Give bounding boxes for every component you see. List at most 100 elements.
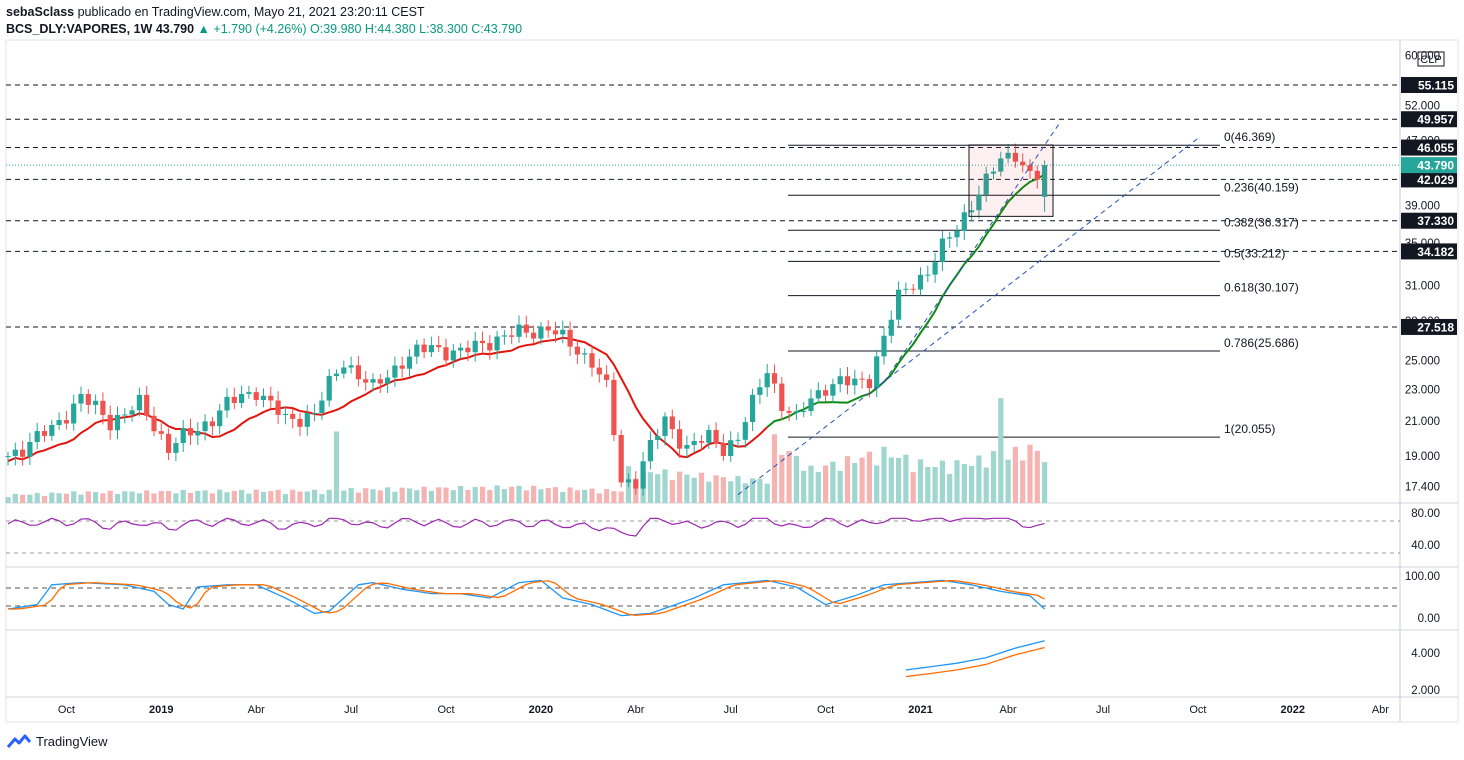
volume-bar: [501, 489, 507, 503]
candle-body: [260, 395, 267, 400]
price-change: +1.790 (+4.26%): [213, 22, 307, 36]
fib-level-label: 0(46.369): [1224, 130, 1275, 144]
candle-body: [947, 237, 953, 239]
volume-bar: [34, 492, 40, 503]
time-axis-label: Jul: [1096, 704, 1110, 716]
volume-bar: [348, 488, 354, 503]
volume-bar: [808, 465, 814, 503]
candle-body: [1034, 170, 1040, 180]
price-axis-label: 31.000: [1405, 280, 1440, 292]
author-name[interactable]: sebaSclass: [6, 5, 75, 19]
candle-body: [655, 435, 661, 441]
stoch-axis-label: 100.00: [1405, 571, 1440, 583]
volume-bar: [932, 467, 938, 503]
fib-level-label: 0.5(33.212): [1224, 246, 1285, 260]
candle-body: [925, 274, 931, 276]
growth-line-orange: [905, 646, 1045, 678]
volume-bar: [195, 490, 201, 503]
ohlc-low: L:38.300: [419, 22, 468, 36]
candle-body: [779, 383, 785, 411]
time-axis-label: Oct: [817, 704, 834, 716]
bottom-axis-label: 2.000: [1411, 685, 1440, 697]
candle-body: [151, 415, 157, 432]
volume-bar: [801, 470, 807, 503]
candle-body: [706, 429, 712, 443]
volume-bar: [436, 487, 442, 503]
volume-bar: [326, 489, 332, 503]
volume-bar: [443, 487, 449, 503]
candle-body: [253, 392, 259, 400]
candle-body: [852, 378, 858, 386]
candle-body: [823, 390, 829, 396]
candle-body: [195, 431, 201, 436]
candle-body: [786, 410, 792, 413]
candle-body: [596, 367, 602, 375]
candle-body: [983, 173, 989, 195]
candle-body: [647, 440, 653, 462]
volume-bar: [71, 491, 77, 503]
candle-body: [874, 356, 880, 389]
volume-bar: [231, 490, 237, 503]
candle-body: [392, 365, 398, 378]
candle-body: [698, 441, 705, 443]
candle-body: [961, 212, 967, 231]
volume-bar: [560, 491, 566, 503]
volume-bar: [12, 493, 18, 503]
candle-body: [399, 365, 405, 369]
candle-body: [479, 340, 486, 344]
price-axis-label: 23.000: [1405, 384, 1440, 396]
candle-body: [750, 394, 756, 423]
tradingview-logo[interactable]: TradingView: [6, 733, 108, 749]
candle-body: [122, 414, 128, 416]
candle-body: [801, 411, 807, 413]
level-label-bg: [1401, 318, 1457, 335]
volume-bar: [655, 474, 661, 503]
candle-body: [881, 335, 887, 357]
symbol-legend: BCS_DLY:VAPORES, 1W 43.790 ▲ +1.790 (+4.…: [6, 22, 522, 36]
volume-bar: [399, 487, 405, 503]
candle-body: [728, 440, 734, 456]
last-price: 43.790: [155, 22, 195, 36]
candle-body: [355, 365, 361, 380]
candle-body: [494, 336, 500, 351]
candle-body: [363, 379, 369, 383]
candle-body: [545, 326, 551, 331]
volume-bar: [78, 494, 84, 503]
fib-level-label: 0.382(36.317): [1224, 215, 1299, 229]
volume-bar: [531, 485, 537, 503]
volume-bar: [662, 469, 668, 503]
volume-bar: [925, 467, 931, 503]
time-axis-label: Jul: [344, 704, 358, 716]
candle-body: [998, 158, 1004, 172]
candle-body: [319, 400, 325, 413]
candle-body: [49, 424, 55, 436]
time-axis-label: 2021: [908, 704, 932, 716]
candle-body: [531, 332, 537, 339]
volume-bar: [166, 490, 172, 503]
currency-box: [1417, 51, 1445, 67]
last-price-label-bg: [1401, 157, 1457, 174]
candle-body: [436, 345, 442, 348]
volume-bar: [27, 494, 33, 503]
time-axis-label: Abr: [627, 704, 644, 716]
candle-body: [144, 394, 150, 416]
volume-bar: [392, 491, 398, 503]
candle-body: [567, 329, 573, 347]
candle-body: [618, 435, 624, 483]
volume-bar: [1027, 444, 1033, 503]
candle-body: [297, 418, 303, 427]
ohlc-close: C:43.790: [471, 22, 523, 36]
volume-bar: [370, 489, 376, 503]
time-axis-label: Abr: [248, 704, 265, 716]
volume-bar: [312, 489, 318, 503]
currency-label: CLP: [1420, 54, 1441, 66]
volume-bar: [764, 483, 770, 503]
volume-bar: [85, 491, 91, 503]
volume-bar: [830, 461, 836, 503]
volume-bar: [260, 491, 267, 503]
level-label: 55.115: [1418, 79, 1454, 93]
symbol-name[interactable]: BCS_DLY:VAPORES, 1W: [6, 22, 153, 36]
candle-body: [509, 335, 515, 337]
candle-body: [815, 390, 821, 399]
